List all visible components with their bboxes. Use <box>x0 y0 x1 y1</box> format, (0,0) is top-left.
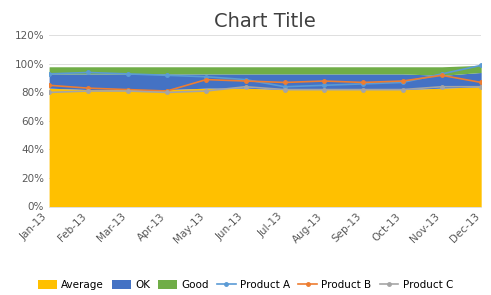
Product B <box>85 86 91 90</box>
Product B <box>282 81 288 84</box>
Product C <box>282 88 288 91</box>
Product C <box>478 85 484 88</box>
Product A <box>282 85 288 88</box>
Product B <box>400 79 406 83</box>
Product B <box>46 83 52 87</box>
Title: Chart Title: Chart Title <box>214 12 316 31</box>
Product B <box>360 81 366 84</box>
Product C <box>360 88 366 91</box>
Product C <box>164 91 170 94</box>
Product C <box>203 89 209 93</box>
Product B <box>125 88 131 91</box>
Product A <box>125 72 131 76</box>
Line: Product B: Product B <box>47 73 483 93</box>
Product B <box>478 81 484 84</box>
Product B <box>243 79 248 83</box>
Product C <box>439 85 445 88</box>
Legend: Average, OK, Good, Product A, Product B, Product C: Average, OK, Good, Product A, Product B,… <box>38 280 453 290</box>
Product C <box>85 89 91 93</box>
Product C <box>46 91 52 94</box>
Product A <box>46 72 52 76</box>
Product A <box>360 82 366 86</box>
Product A <box>85 71 91 74</box>
Line: Product C: Product C <box>47 85 483 94</box>
Product B <box>164 89 170 93</box>
Product C <box>400 88 406 91</box>
Product A <box>439 72 445 76</box>
Product A <box>164 73 170 77</box>
Product A <box>478 63 484 67</box>
Product A <box>321 83 327 87</box>
Product B <box>321 79 327 83</box>
Product C <box>243 85 248 88</box>
Product C <box>321 88 327 91</box>
Product B <box>203 78 209 81</box>
Product A <box>203 75 209 78</box>
Product C <box>125 89 131 93</box>
Product A <box>400 81 406 84</box>
Product A <box>243 78 248 81</box>
Product B <box>439 73 445 77</box>
Line: Product A: Product A <box>47 64 483 88</box>
